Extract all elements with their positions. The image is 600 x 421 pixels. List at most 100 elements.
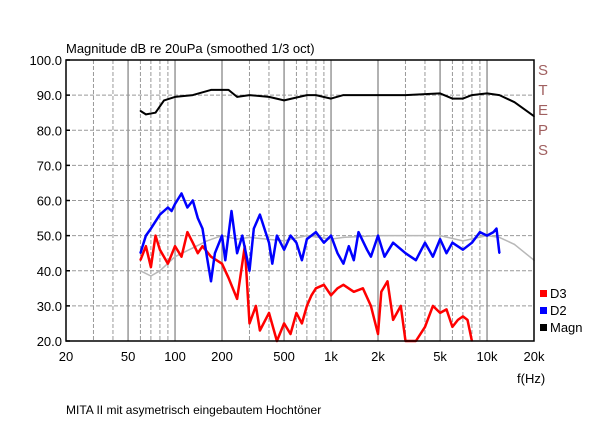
data-point-d2: [259, 213, 261, 216]
data-point-magn: [283, 99, 285, 102]
x-tick-label: 500: [273, 349, 295, 364]
data-point-d2: [342, 262, 345, 265]
data-point-d2: [471, 241, 473, 244]
data-point-d2: [186, 206, 189, 209]
x-tick-label: 1k: [324, 349, 338, 364]
data-point-d3: [386, 280, 389, 283]
x-tick-label: 50: [121, 349, 135, 364]
data-point-magn: [248, 94, 251, 96]
data-point-d2: [392, 241, 394, 244]
data-point-d2: [236, 252, 238, 254]
data-point-magn: [154, 111, 157, 114]
y-tick-label: 20.0: [37, 334, 62, 349]
data-point-magn: [342, 94, 345, 96]
data-point-d2: [271, 262, 274, 265]
data-point-d2: [348, 245, 350, 247]
data-point-d2: [174, 203, 176, 205]
data-point-d2: [283, 248, 285, 251]
data-point-d3: [289, 333, 292, 335]
data-point-d3: [236, 298, 238, 300]
data-point-magn: [315, 94, 317, 96]
data-point-reference: [462, 240, 464, 242]
data-point-d2: [221, 234, 223, 237]
data-point-d2: [377, 234, 379, 237]
y-tick-label: 90.0: [37, 88, 62, 103]
x-tick-label: 100: [164, 349, 186, 364]
data-point-d3: [306, 305, 308, 307]
data-point-d2: [432, 255, 434, 258]
y-tick-label: 100.0: [29, 53, 62, 68]
data-point-magn: [439, 92, 441, 95]
data-point-d3: [377, 333, 379, 335]
data-point-d3: [283, 322, 285, 325]
x-axis-label: f(Hz): [517, 371, 545, 386]
data-point-magn: [139, 110, 142, 112]
data-point-d2: [404, 252, 407, 254]
data-point-d2: [167, 206, 169, 209]
data-point-d2: [206, 255, 208, 258]
data-point-d2: [241, 234, 244, 237]
data-point-d3: [248, 322, 251, 325]
data-point-d2: [230, 210, 233, 212]
y-tick-label: 30.0: [37, 299, 62, 314]
legend-swatch-d2: [540, 307, 547, 314]
data-point-d2: [495, 227, 498, 230]
data-point-d2: [139, 252, 142, 254]
data-point-reference: [342, 236, 345, 239]
data-point-magn: [486, 92, 488, 95]
legend-label-magn: Magn: [550, 320, 583, 335]
data-point-d2: [330, 234, 332, 237]
data-point-reference: [513, 243, 516, 246]
y-tick-label: 70.0: [37, 158, 62, 173]
data-point-magn: [498, 94, 501, 96]
data-point-magn: [404, 94, 407, 96]
data-point-magn: [163, 99, 165, 102]
data-point-reference: [439, 234, 441, 237]
data-point-reference: [248, 236, 251, 239]
data-point-d3: [380, 291, 383, 293]
data-point-d2: [301, 259, 303, 262]
series-line-reference: [140, 234, 535, 277]
data-point-d3: [221, 262, 223, 265]
data-point-reference: [283, 240, 285, 242]
data-point-reference: [174, 255, 176, 258]
data-point-d3: [197, 252, 199, 254]
data-point-d2: [336, 252, 339, 254]
data-point-d3: [336, 287, 339, 290]
data-point-d2: [498, 252, 501, 254]
data-point-d3: [159, 248, 161, 251]
data-point-d3: [399, 305, 402, 307]
legend-swatch-d3: [540, 290, 547, 297]
data-point-d3: [424, 326, 426, 328]
data-point-d2: [197, 217, 199, 219]
series-line-d3: [139, 230, 474, 343]
data-point-reference: [206, 240, 208, 242]
data-point-d2: [415, 259, 417, 262]
data-point-magn: [174, 96, 176, 98]
data-point-d2: [424, 241, 426, 244]
x-tick-label: 2k: [371, 349, 385, 364]
data-point-d2: [180, 192, 183, 195]
y-tick-label: 80.0: [37, 123, 62, 138]
data-point-d3: [295, 312, 298, 314]
data-point-d3: [227, 276, 230, 279]
data-point-d2: [224, 259, 227, 262]
data-point-d3: [462, 315, 464, 318]
data-point-d3: [323, 284, 325, 286]
data-point-d3: [315, 287, 317, 290]
data-point-d3: [310, 294, 313, 297]
chart-title: Magnitude dB re 20uPa (smoothed 1/3 oct): [66, 41, 315, 56]
data-point-d2: [150, 227, 152, 230]
data-point-magn: [377, 94, 379, 96]
x-tick-label: 10k: [477, 349, 498, 364]
data-point-d2: [289, 234, 292, 237]
data-point-d3: [439, 312, 441, 314]
legend: D3 D2 Magn: [540, 286, 583, 335]
data-point-d2: [462, 248, 464, 251]
data-point-d3: [370, 305, 372, 307]
steps-side-label: STEPS: [535, 62, 552, 162]
data-point-d2: [486, 234, 488, 237]
data-point-d3: [174, 245, 176, 247]
